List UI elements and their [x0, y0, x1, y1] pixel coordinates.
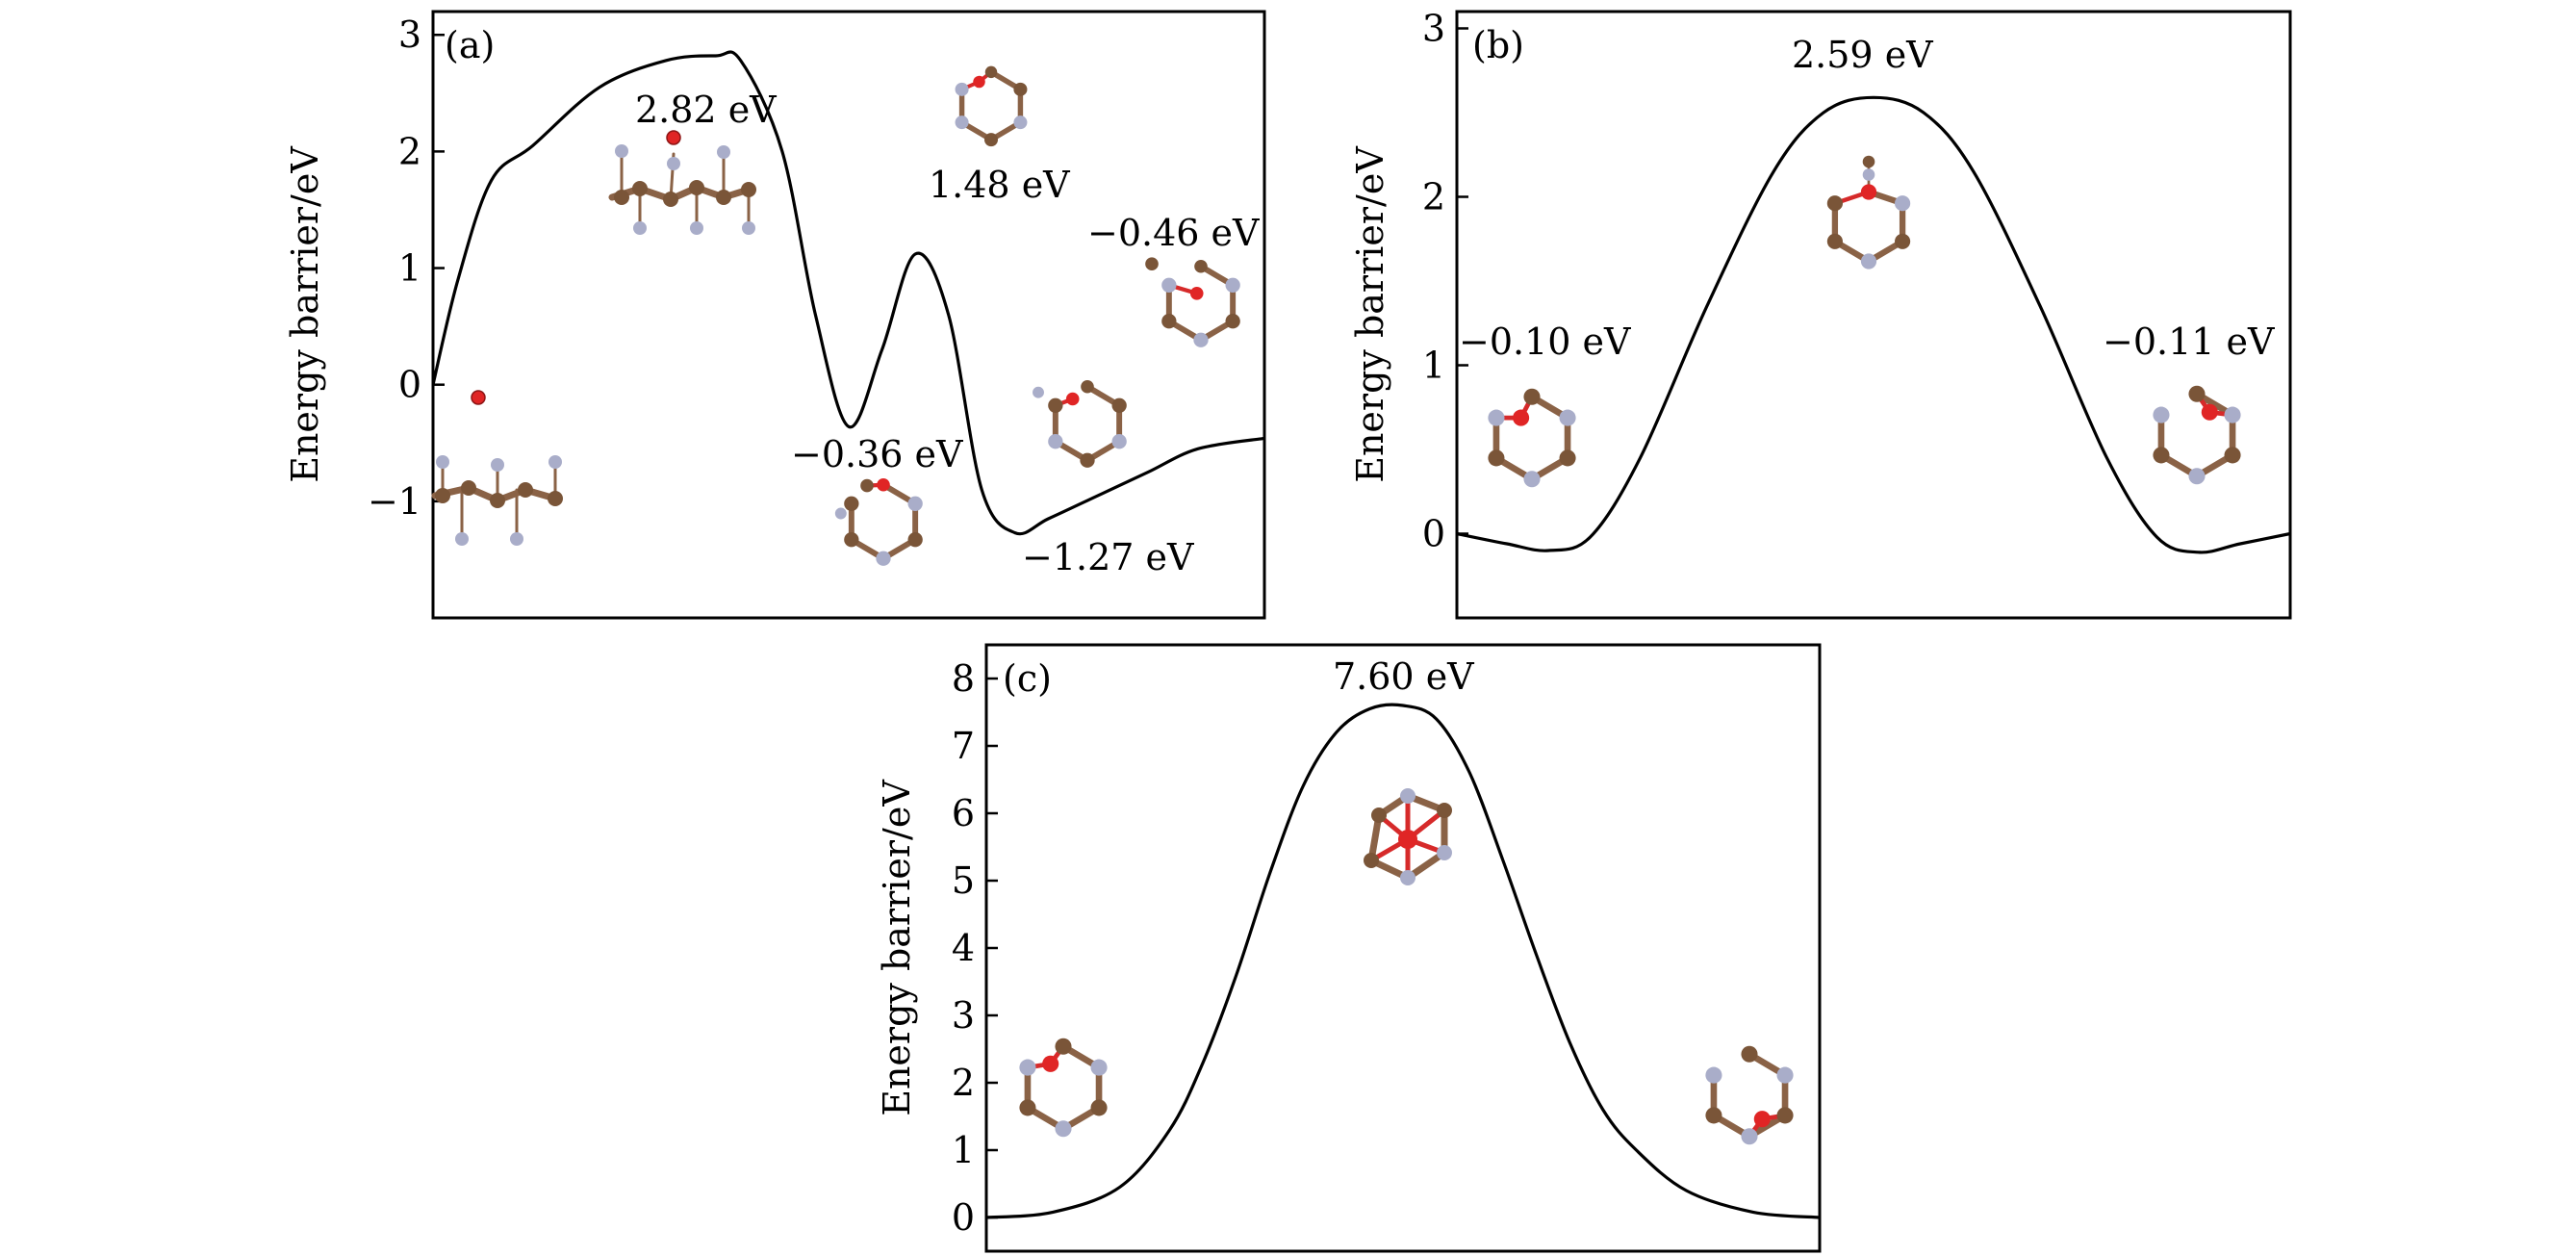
panel-a-label: (a)	[445, 24, 495, 66]
panel-c-y-tick-label: 5	[952, 859, 975, 902]
panel-c-y-ticks: 0 1 2 3 4 5 6 7 8	[952, 657, 998, 1239]
panel-c-y-tick-label: 3	[952, 994, 975, 1037]
panel-c-y-tick-label: 1	[952, 1129, 975, 1171]
panel-c-structure-initial	[1019, 1038, 1108, 1138]
panel-a-annotations: 2.82 eV 1.48 eV −0.36 eV −0.46 eV −1.27 …	[635, 89, 1260, 578]
panel-a-frame	[431, 10, 1266, 620]
panel-a-y-axis-label: Energy barrier/eV	[284, 146, 326, 483]
panel-a-annotation-intermediate: 1.48 eV	[929, 164, 1070, 206]
panel-c-frame	[984, 643, 1822, 1253]
panel-a-y-ticks: −1 0 1 2 3	[368, 13, 445, 523]
panel-a-y-tick-label: 3	[398, 13, 421, 56]
panel-a-annotation-final-state: −0.46 eV	[1087, 212, 1260, 254]
panel-b-label: (b)	[1472, 24, 1524, 66]
panel-b-annotation-peak: 2.59 eV	[1792, 34, 1933, 76]
panel-c-annotation-peak: 7.60 eV	[1333, 655, 1474, 698]
panel-c-y-tick-label: 7	[952, 725, 975, 767]
panel-c-label: (c)	[1003, 657, 1052, 700]
panel-a: −1 0 1 2 3 Energy barrier/eV (a) 2.82 eV 1.4…	[284, 10, 1266, 620]
panel-b-frame	[1455, 10, 2292, 620]
panel-a-structure-first-minimum	[834, 477, 923, 566]
panel-a-structure-final	[1145, 257, 1240, 347]
panel-c-structure-transition	[1364, 788, 1452, 885]
panel-b-structure-transition	[1826, 155, 1911, 269]
panel-c-y-tick-label: 4	[952, 927, 975, 969]
panel-c: 0 1 2 3 4 5 6 7 8 Energy barrier/eV (c) 7.60 eV	[876, 643, 1822, 1253]
panel-b-y-tick-label: 0	[1422, 513, 1445, 555]
panel-c-annotations: 7.60 eV	[1333, 655, 1474, 698]
panel-c-y-tick-label: 8	[952, 657, 975, 700]
panel-a-y-tick-label: 1	[398, 247, 421, 290]
panel-a-annotation-second-minimum: −1.27 eV	[1022, 536, 1194, 578]
panel-c-energy-curve	[985, 703, 1821, 1219]
panel-b-y-ticks: 0 1 2 3	[1422, 8, 1468, 555]
panel-b-structure-initial	[1488, 388, 1576, 488]
panel-a-y-tick-label: 2	[398, 130, 421, 172]
panel-b-annotations: 2.59 eV −0.10 eV −0.11 eV	[1459, 34, 2275, 363]
panel-c-y-tick-label: 6	[952, 792, 975, 834]
panel-a-energy-curve	[431, 50, 1265, 536]
panel-a-structure-intermediate	[955, 65, 1028, 147]
panel-c-y-axis-label: Energy barrier/eV	[876, 780, 918, 1116]
panel-a-structure-transition	[608, 130, 756, 235]
panel-b-energy-curve	[1456, 95, 2291, 554]
panel-b-annotation-initial: −0.10 eV	[1459, 320, 1631, 363]
panel-b: 0 1 2 3 Energy barrier/eV (b) 2.59 eV −0.10…	[1349, 8, 2292, 620]
panel-c-y-tick-label: 2	[952, 1062, 975, 1104]
panel-b-annotation-final: −0.11 eV	[2103, 320, 2275, 363]
panel-b-y-tick-label: 1	[1422, 345, 1445, 387]
panel-a-annotation-peak: 2.82 eV	[635, 89, 777, 131]
panel-b-y-axis-label: Energy barrier/eV	[1349, 146, 1391, 483]
panel-a-annotation-first-minimum: −0.36 eV	[791, 433, 963, 475]
panel-c-structure-final	[1705, 1045, 1794, 1145]
panel-a-structure-initial	[431, 390, 563, 546]
panel-a-y-tick-label: −1	[368, 480, 421, 523]
panel-b-y-tick-label: 3	[1422, 8, 1445, 50]
panel-a-structure-second-minimum	[1033, 379, 1127, 468]
panel-c-y-tick-label: 0	[952, 1196, 975, 1239]
panel-a-y-tick-label: 0	[398, 364, 421, 406]
panel-b-y-tick-label: 2	[1422, 176, 1445, 218]
panel-b-structure-final	[2153, 385, 2241, 485]
